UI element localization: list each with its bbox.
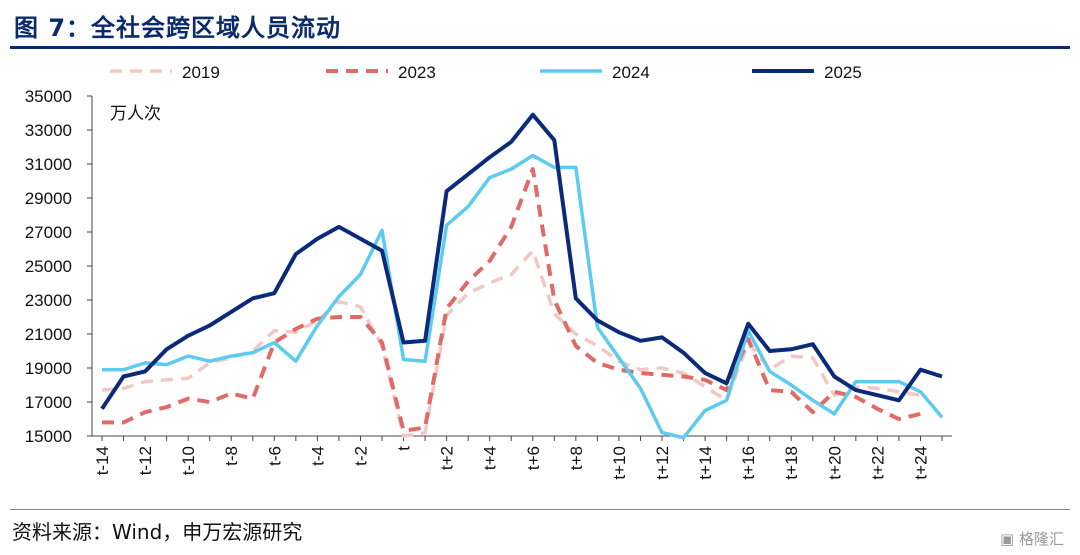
legend-label-2025: 2025 bbox=[824, 63, 862, 82]
y-tick-label: 19000 bbox=[25, 359, 72, 378]
y-tick-label: 15000 bbox=[25, 427, 72, 446]
y-tick-label: 23000 bbox=[25, 291, 72, 310]
y-tick-label: 35000 bbox=[25, 87, 72, 106]
x-tick-label: t+20 bbox=[825, 446, 844, 480]
series-lines bbox=[100, 112, 944, 440]
line-chart: 2019 2023 2024 2025 万人次 15000 17000 19000 2100… bbox=[25, 63, 952, 480]
x-tick-label: t+12 bbox=[653, 446, 672, 480]
x-tick-label: t-2 bbox=[351, 446, 370, 466]
x-tick-label: t+14 bbox=[696, 446, 715, 480]
x-tick-label: t+2 bbox=[438, 446, 457, 470]
axes bbox=[87, 95, 952, 441]
x-tick-label: t-4 bbox=[308, 446, 327, 466]
y-tick-labels: 15000 17000 19000 21000 23000 25000 27000 29000… bbox=[25, 87, 72, 446]
watermark-icon: ▣ bbox=[1000, 530, 1015, 548]
watermark-text: 格隆汇 bbox=[1018, 530, 1064, 548]
x-tick-label: t+22 bbox=[868, 446, 887, 480]
y-tick-label: 25000 bbox=[25, 257, 72, 276]
y-tick-label: 27000 bbox=[25, 223, 72, 242]
watermark: ▣ 格隆汇 bbox=[1000, 528, 1064, 549]
x-tick-label: t-10 bbox=[179, 446, 198, 475]
y-tick-label: 21000 bbox=[25, 325, 72, 344]
x-tick-label: t-8 bbox=[222, 446, 241, 466]
legend-label-2024: 2024 bbox=[612, 63, 650, 82]
x-tick-labels: t-14 t-12 t-10 t-8 t-6 t-4 t-2 t t+2 t+4 t+6 t+8 t+1… bbox=[93, 446, 930, 480]
x-tick-label: t-6 bbox=[265, 446, 284, 466]
series-line-2025 bbox=[100, 112, 943, 410]
legend-label-2023: 2023 bbox=[398, 63, 436, 82]
y-tick-label: 17000 bbox=[25, 393, 72, 412]
y-axis-unit-label: 万人次 bbox=[110, 104, 161, 124]
figure-title: 图 7：全社会跨区域人员流动 bbox=[14, 14, 342, 42]
x-tick-label: t+4 bbox=[481, 446, 500, 470]
source-rule bbox=[10, 509, 1070, 510]
x-tick-label: t+10 bbox=[610, 446, 629, 480]
y-tick-label: 29000 bbox=[25, 189, 72, 208]
x-tick-label: t+24 bbox=[911, 446, 930, 480]
x-tick-label: t+6 bbox=[524, 446, 543, 470]
series-line-2023 bbox=[102, 167, 921, 433]
y-tick-label: 33000 bbox=[25, 121, 72, 140]
legend-label-2019: 2019 bbox=[182, 63, 220, 82]
x-tick-label: t bbox=[395, 446, 414, 451]
legend: 2019 2023 2024 2025 bbox=[110, 63, 862, 82]
x-tick-label: t+18 bbox=[782, 446, 801, 480]
x-tick-label: t+8 bbox=[567, 446, 586, 470]
y-tick-label: 31000 bbox=[25, 155, 72, 174]
series-line-2024 bbox=[102, 153, 944, 440]
title-rule bbox=[10, 46, 1070, 49]
x-tick-label: t+16 bbox=[739, 446, 758, 480]
x-tick-label: t-12 bbox=[136, 446, 155, 475]
x-tick-label: t-14 bbox=[93, 446, 112, 475]
source-note: 资料来源：Wind，申万宏源研究 bbox=[12, 520, 303, 544]
series-line-2019 bbox=[101, 248, 921, 438]
